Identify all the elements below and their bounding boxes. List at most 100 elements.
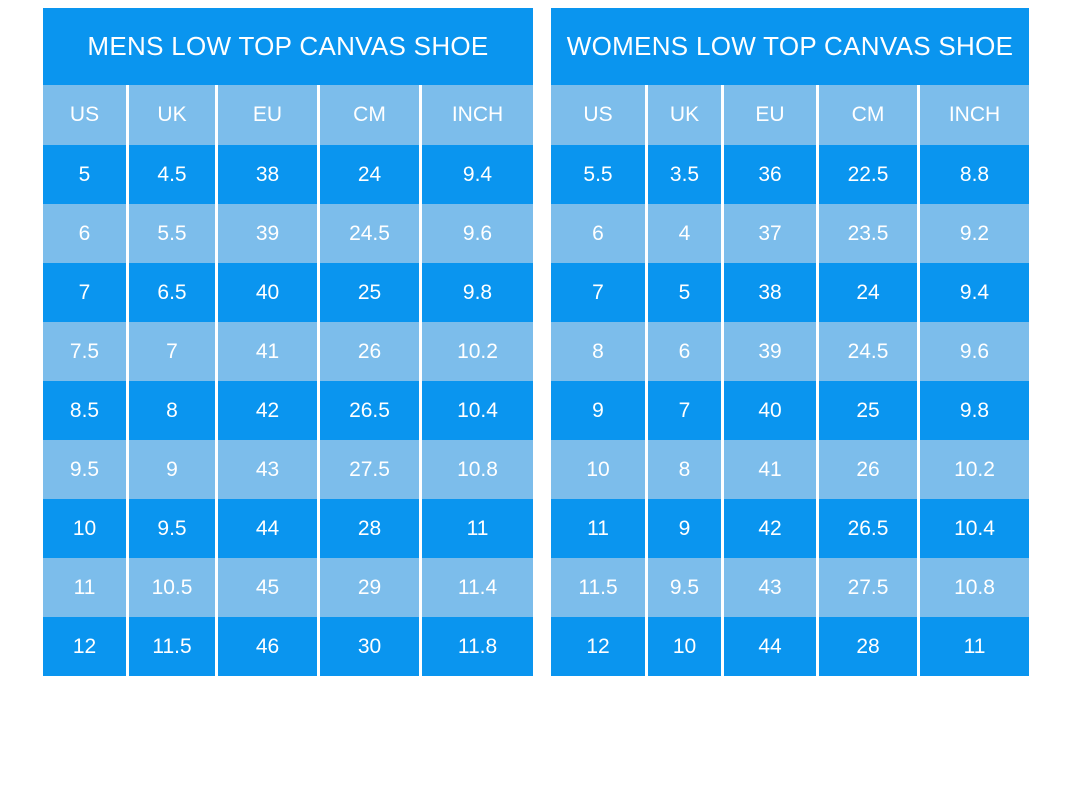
size-cell: 26 xyxy=(819,440,917,499)
size-cell: 11 xyxy=(422,499,533,558)
size-cell: 10.8 xyxy=(920,558,1029,617)
size-cell: 9.6 xyxy=(422,204,533,263)
size-cell: 7 xyxy=(43,263,126,322)
size-cell: 12 xyxy=(43,617,126,676)
size-cell: 37 xyxy=(724,204,816,263)
size-cell: 5 xyxy=(43,145,126,204)
womens-table-title: WOMENS LOW TOP CANVAS SHOE xyxy=(551,8,1029,85)
column-header: UK xyxy=(648,85,721,145)
size-cell: 6 xyxy=(43,204,126,263)
size-cell: 9.2 xyxy=(920,204,1029,263)
size-cell: 10.4 xyxy=(422,381,533,440)
size-cell: 5 xyxy=(648,263,721,322)
size-cell: 26.5 xyxy=(819,499,917,558)
size-cell: 9.4 xyxy=(422,145,533,204)
mens-size-chart: MENS LOW TOP CANVAS SHOE US UK EU CM INCH 5 4.… xyxy=(43,8,533,676)
size-cell: 8 xyxy=(551,322,645,381)
size-cell: 39 xyxy=(724,322,816,381)
size-cell: 40 xyxy=(724,381,816,440)
size-cell: 9.8 xyxy=(920,381,1029,440)
size-cell: 10.8 xyxy=(422,440,533,499)
size-cell: 7 xyxy=(648,381,721,440)
size-cell: 24 xyxy=(320,145,419,204)
size-cell: 36 xyxy=(724,145,816,204)
size-cell: 24 xyxy=(819,263,917,322)
size-cell: 40 xyxy=(218,263,317,322)
womens-table-grid: US UK EU CM INCH 5.5 3.5 36 22.5 8.8 6 4 37 23.5 9.2 7 5… xyxy=(551,85,1029,676)
size-cell: 10.4 xyxy=(920,499,1029,558)
size-cell: 43 xyxy=(724,558,816,617)
size-cell: 42 xyxy=(218,381,317,440)
size-cell: 46 xyxy=(218,617,317,676)
size-cell: 5.5 xyxy=(551,145,645,204)
size-cell: 23.5 xyxy=(819,204,917,263)
size-cell: 7.5 xyxy=(43,322,126,381)
size-cell: 29 xyxy=(320,558,419,617)
size-cell: 11 xyxy=(551,499,645,558)
column-header: CM xyxy=(320,85,419,145)
column-header: US xyxy=(43,85,126,145)
size-cell: 6 xyxy=(648,322,721,381)
size-cell: 24.5 xyxy=(320,204,419,263)
size-cell: 9.8 xyxy=(422,263,533,322)
size-cell: 11.8 xyxy=(422,617,533,676)
size-cell: 4 xyxy=(648,204,721,263)
size-cell: 25 xyxy=(320,263,419,322)
size-cell: 12 xyxy=(551,617,645,676)
size-cell: 45 xyxy=(218,558,317,617)
size-cell: 9 xyxy=(648,499,721,558)
size-cell: 10 xyxy=(43,499,126,558)
size-cell: 9.5 xyxy=(43,440,126,499)
column-header: EU xyxy=(218,85,317,145)
column-header: EU xyxy=(724,85,816,145)
size-cell: 8 xyxy=(129,381,215,440)
size-cell: 10 xyxy=(551,440,645,499)
size-cell: 4.5 xyxy=(129,145,215,204)
size-cell: 27.5 xyxy=(320,440,419,499)
size-cell: 28 xyxy=(819,617,917,676)
size-cell: 30 xyxy=(320,617,419,676)
size-cell: 25 xyxy=(819,381,917,440)
size-cell: 11.4 xyxy=(422,558,533,617)
size-cell: 3.5 xyxy=(648,145,721,204)
size-cell: 11 xyxy=(43,558,126,617)
size-cell: 9.5 xyxy=(129,499,215,558)
size-cell: 28 xyxy=(320,499,419,558)
column-header: INCH xyxy=(920,85,1029,145)
size-cell: 8.5 xyxy=(43,381,126,440)
mens-table-grid: US UK EU CM INCH 5 4.5 38 24 9.4 6 5.5 39 24.5 9.6 7 6.5… xyxy=(43,85,533,676)
size-cell: 11 xyxy=(920,617,1029,676)
mens-table-title: MENS LOW TOP CANVAS SHOE xyxy=(43,8,533,85)
size-cell: 9 xyxy=(551,381,645,440)
size-cell: 9.5 xyxy=(648,558,721,617)
size-cell: 8.8 xyxy=(920,145,1029,204)
size-cell: 38 xyxy=(724,263,816,322)
size-cell: 26.5 xyxy=(320,381,419,440)
size-cell: 26 xyxy=(320,322,419,381)
size-cell: 9.4 xyxy=(920,263,1029,322)
size-cell: 11.5 xyxy=(129,617,215,676)
size-cell: 8 xyxy=(648,440,721,499)
size-cell: 6 xyxy=(551,204,645,263)
size-cell: 44 xyxy=(724,617,816,676)
column-header: US xyxy=(551,85,645,145)
size-cell: 41 xyxy=(218,322,317,381)
size-cell: 42 xyxy=(724,499,816,558)
size-cell: 43 xyxy=(218,440,317,499)
size-cell: 39 xyxy=(218,204,317,263)
size-cell: 9.6 xyxy=(920,322,1029,381)
column-header: CM xyxy=(819,85,917,145)
size-cell: 10 xyxy=(648,617,721,676)
size-cell: 9 xyxy=(129,440,215,499)
size-cell: 10.2 xyxy=(920,440,1029,499)
size-cell: 38 xyxy=(218,145,317,204)
size-cell: 5.5 xyxy=(129,204,215,263)
size-cell: 41 xyxy=(724,440,816,499)
size-cell: 10.5 xyxy=(129,558,215,617)
size-cell: 10.2 xyxy=(422,322,533,381)
size-cell: 7 xyxy=(129,322,215,381)
column-header: UK xyxy=(129,85,215,145)
size-cell: 7 xyxy=(551,263,645,322)
size-cell: 24.5 xyxy=(819,322,917,381)
